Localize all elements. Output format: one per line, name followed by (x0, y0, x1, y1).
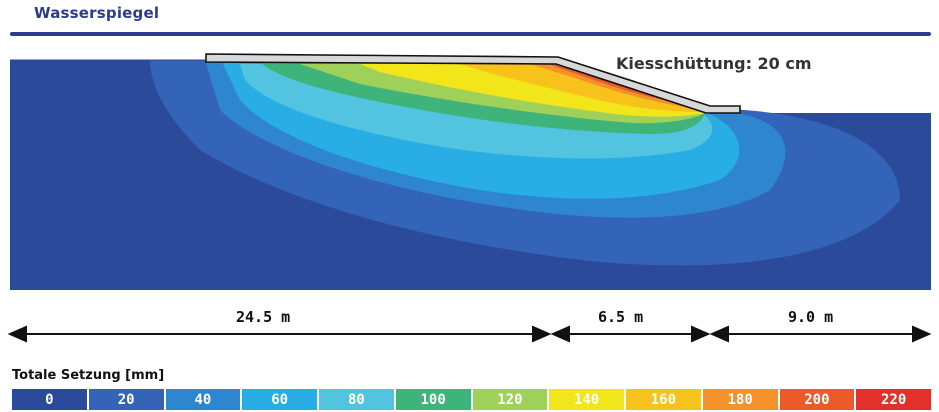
legend-cell: 220 (856, 389, 931, 410)
legend-cell: 200 (779, 389, 855, 410)
legend-cell: 120 (472, 389, 548, 410)
color-legend: 0 20 40 60 80 100 120 140 160 180 200 22… (12, 389, 931, 410)
dimension-arrow-1 (7, 325, 552, 343)
legend-cell: 60 (242, 389, 317, 410)
legend-cell: 40 (165, 389, 241, 410)
legend-cell: 20 (88, 389, 164, 410)
gravel-annotation: Kiesschüttung: 20 cm (616, 54, 812, 73)
legend-cell: 80 (319, 389, 394, 410)
legend-title: Totale Setzung [mm] (12, 368, 165, 383)
page-title: Wasserspiegel (34, 4, 160, 22)
title-divider (10, 32, 931, 36)
dimension-arrow-3 (709, 325, 932, 343)
gravel-layer (205, 53, 741, 114)
dimension-label-3: 9.0 m (788, 308, 834, 326)
dimension-label-1: 24.5 m (236, 308, 291, 326)
legend-cell: 180 (702, 389, 778, 410)
legend-cell: 160 (626, 389, 701, 410)
dimension-arrow-2 (550, 325, 711, 343)
legend-cell: 0 (12, 389, 87, 410)
dimension-label-2: 6.5 m (598, 308, 644, 326)
legend-cell: 140 (549, 389, 624, 410)
legend-cell: 100 (395, 389, 471, 410)
settlement-contour-plot (7, 53, 932, 343)
contour-zone-160 (460, 62, 700, 112)
